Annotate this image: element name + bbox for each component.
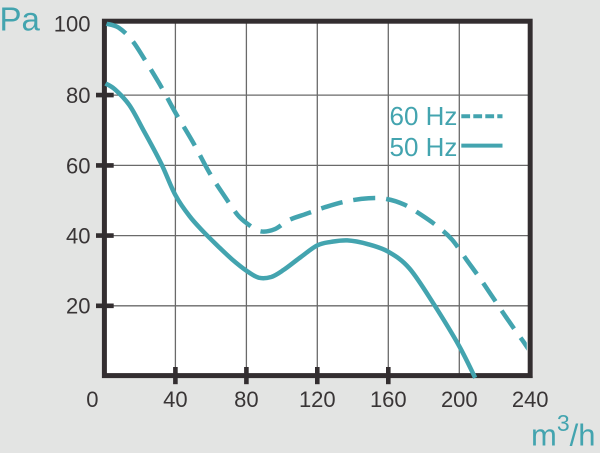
svg-text:240: 240: [512, 387, 549, 412]
svg-text:160: 160: [370, 387, 407, 412]
svg-text:80: 80: [234, 387, 258, 412]
svg-text:60 Hz: 60 Hz: [390, 101, 458, 131]
svg-text:Pa: Pa: [0, 1, 41, 38]
svg-text:0: 0: [86, 387, 98, 412]
svg-text:50 Hz: 50 Hz: [390, 132, 458, 162]
svg-text:200: 200: [441, 387, 478, 412]
svg-text:20: 20: [66, 294, 90, 319]
svg-text:80: 80: [66, 83, 90, 108]
svg-text:120: 120: [299, 387, 336, 412]
svg-text:100: 100: [54, 11, 91, 36]
svg-text:40: 40: [66, 224, 90, 249]
svg-text:40: 40: [163, 387, 187, 412]
svg-text:60: 60: [66, 153, 90, 178]
